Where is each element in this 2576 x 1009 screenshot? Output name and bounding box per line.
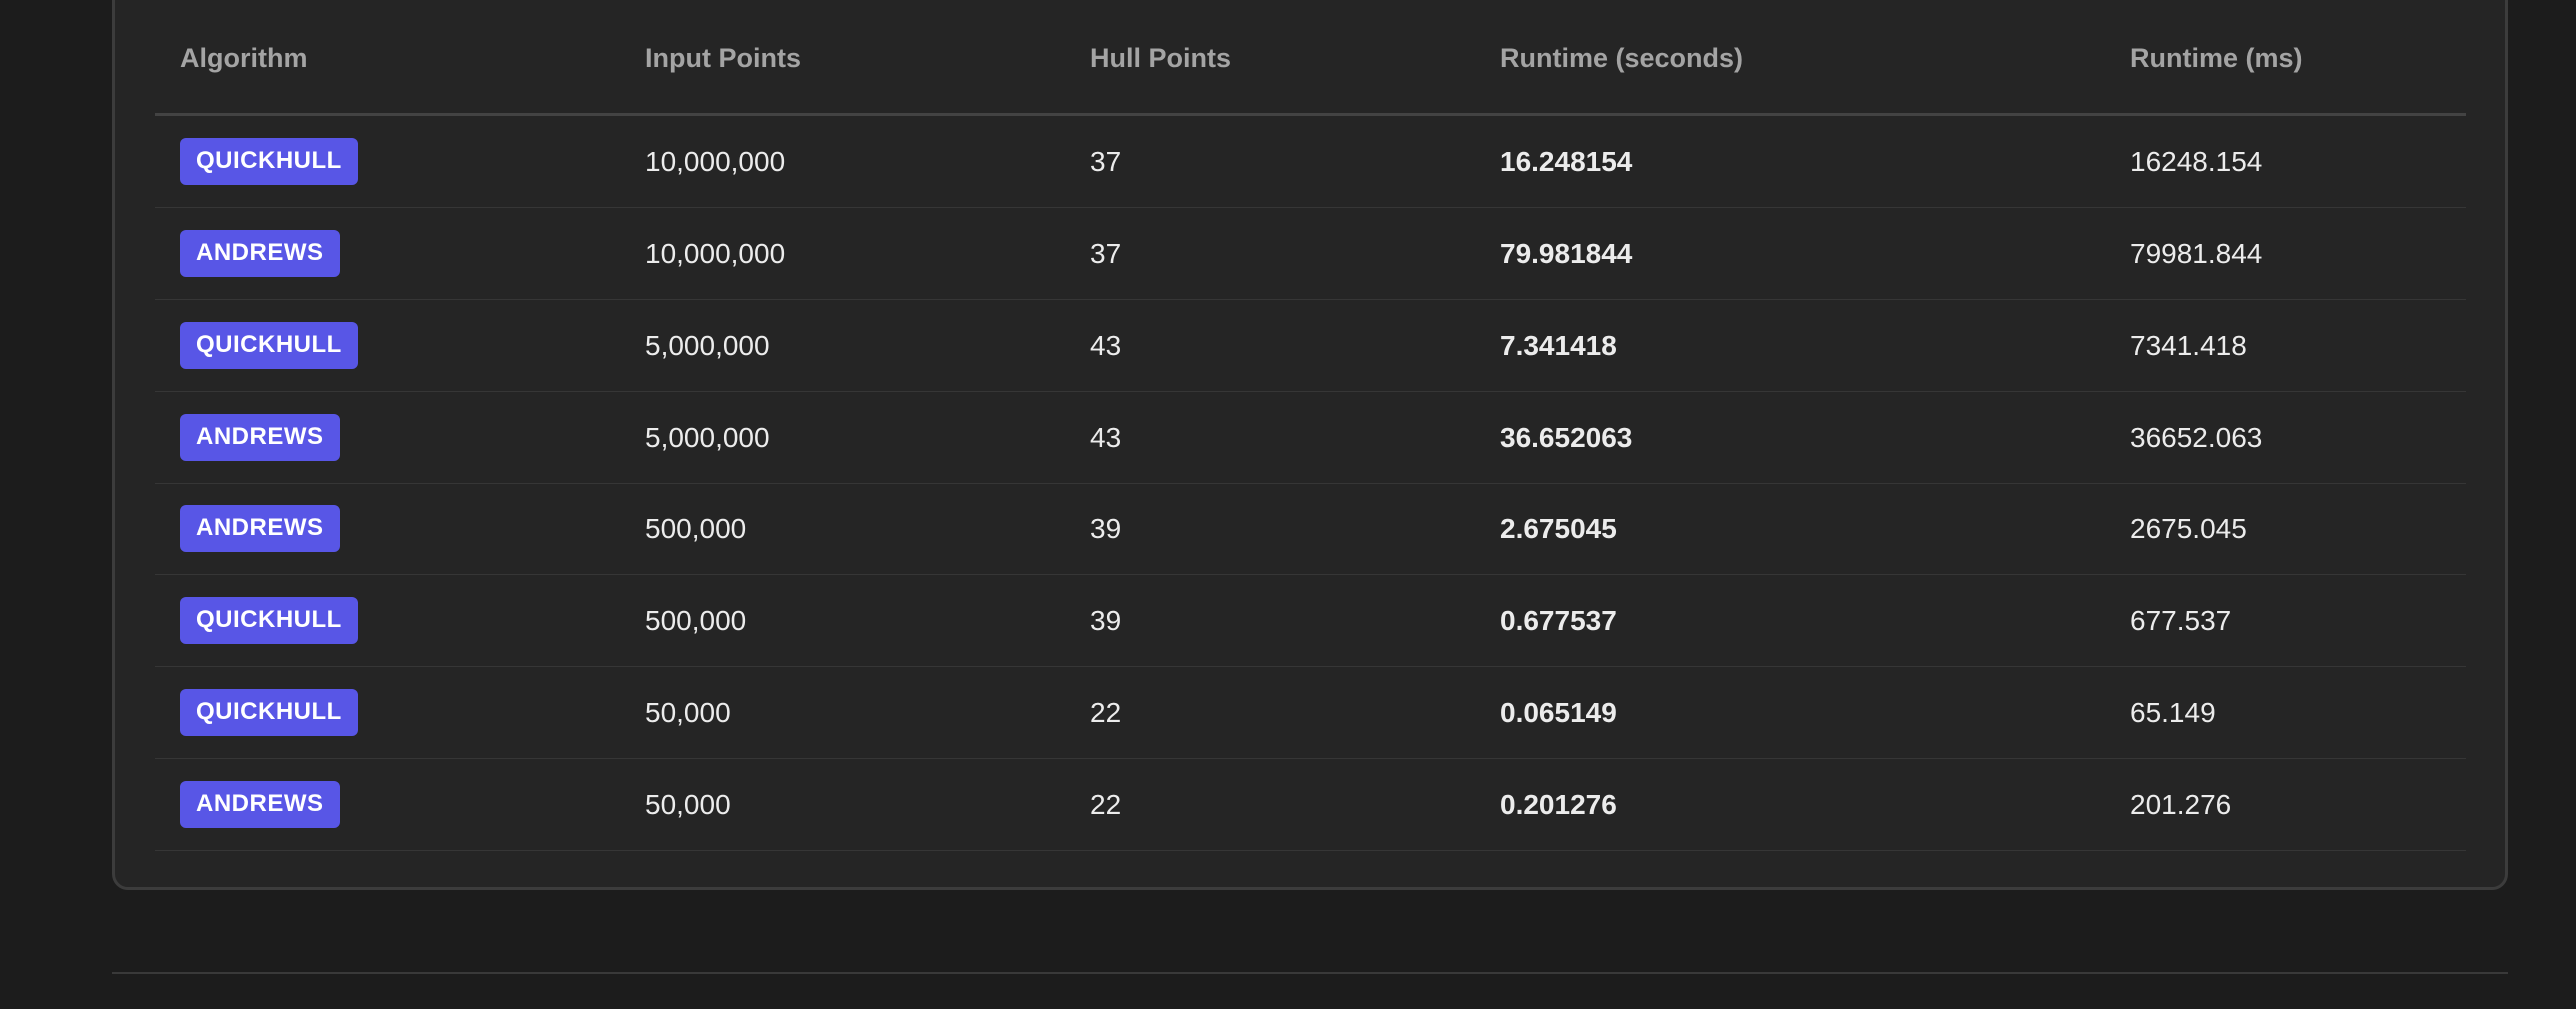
table-row: QUICKHULL 500,000 39 0.677537 677.537 <box>155 574 2466 667</box>
runtime-ms-cell: 65.149 <box>2105 666 2466 759</box>
results-card: Algorithm Input Points Hull Points Runti… <box>112 0 2508 890</box>
hull-points-cell: 22 <box>1065 758 1475 851</box>
table-header-row: Algorithm Input Points Hull Points Runti… <box>155 3 2466 116</box>
algorithm-badge: ANDREWS <box>180 781 340 828</box>
runtime-ms-cell: 7341.418 <box>2105 299 2466 392</box>
runtime-seconds-cell: 36.652063 <box>1475 391 2105 484</box>
runtime-ms-cell: 79981.844 <box>2105 207 2466 300</box>
table-row: ANDREWS 10,000,000 37 79.981844 79981.84… <box>155 207 2466 300</box>
algorithm-cell: ANDREWS <box>155 391 621 484</box>
algorithm-cell: QUICKHULL <box>155 299 621 392</box>
hull-points-cell: 39 <box>1065 483 1475 575</box>
input-points-cell: 50,000 <box>621 758 1065 851</box>
algorithm-cell: ANDREWS <box>155 207 621 300</box>
runtime-seconds-cell: 7.341418 <box>1475 299 2105 392</box>
hull-points-cell: 43 <box>1065 391 1475 484</box>
algorithm-badge: ANDREWS <box>180 230 340 277</box>
input-points-cell: 5,000,000 <box>621 391 1065 484</box>
column-header-input-points: Input Points <box>621 3 1065 116</box>
input-points-cell: 5,000,000 <box>621 299 1065 392</box>
input-points-cell: 50,000 <box>621 666 1065 759</box>
hull-points-cell: 43 <box>1065 299 1475 392</box>
input-points-cell: 10,000,000 <box>621 114 1065 208</box>
algorithm-cell: ANDREWS <box>155 758 621 851</box>
input-points-cell: 500,000 <box>621 574 1065 667</box>
runtime-seconds-cell: 79.981844 <box>1475 207 2105 300</box>
column-header-hull-points: Hull Points <box>1065 3 1475 116</box>
column-header-runtime-seconds: Runtime (seconds) <box>1475 3 2105 116</box>
runtime-ms-cell: 677.537 <box>2105 574 2466 667</box>
algorithm-badge: QUICKHULL <box>180 689 358 736</box>
runtime-ms-cell: 16248.154 <box>2105 114 2466 208</box>
table-row: QUICKHULL 5,000,000 43 7.341418 7341.418 <box>155 299 2466 392</box>
input-points-cell: 10,000,000 <box>621 207 1065 300</box>
algorithm-badge: QUICKHULL <box>180 597 358 644</box>
algorithm-cell: ANDREWS <box>155 483 621 575</box>
algorithm-cell: QUICKHULL <box>155 666 621 759</box>
footer-divider <box>112 972 2508 974</box>
runtime-ms-cell: 2675.045 <box>2105 483 2466 575</box>
hull-points-cell: 37 <box>1065 114 1475 208</box>
hull-points-cell: 39 <box>1065 574 1475 667</box>
runtime-seconds-cell: 0.201276 <box>1475 758 2105 851</box>
algorithm-badge: QUICKHULL <box>180 138 358 185</box>
table-row: QUICKHULL 50,000 22 0.065149 65.149 <box>155 666 2466 759</box>
results-table: Algorithm Input Points Hull Points Runti… <box>155 3 2466 851</box>
algorithm-badge: ANDREWS <box>180 414 340 461</box>
input-points-cell: 500,000 <box>621 483 1065 575</box>
algorithm-cell: QUICKHULL <box>155 114 621 208</box>
algorithm-badge: QUICKHULL <box>180 322 358 369</box>
runtime-seconds-cell: 2.675045 <box>1475 483 2105 575</box>
table-row: ANDREWS 500,000 39 2.675045 2675.045 <box>155 483 2466 575</box>
algorithm-badge: ANDREWS <box>180 505 340 552</box>
column-header-runtime-ms: Runtime (ms) <box>2105 3 2466 116</box>
hull-points-cell: 37 <box>1065 207 1475 300</box>
table-row: ANDREWS 5,000,000 43 36.652063 36652.063 <box>155 391 2466 484</box>
runtime-seconds-cell: 0.065149 <box>1475 666 2105 759</box>
runtime-seconds-cell: 0.677537 <box>1475 574 2105 667</box>
column-header-algorithm: Algorithm <box>155 3 621 116</box>
runtime-seconds-cell: 16.248154 <box>1475 114 2105 208</box>
table-row: ANDREWS 50,000 22 0.201276 201.276 <box>155 758 2466 851</box>
algorithm-cell: QUICKHULL <box>155 574 621 667</box>
hull-points-cell: 22 <box>1065 666 1475 759</box>
table-row: QUICKHULL 10,000,000 37 16.248154 16248.… <box>155 114 2466 208</box>
runtime-ms-cell: 36652.063 <box>2105 391 2466 484</box>
runtime-ms-cell: 201.276 <box>2105 758 2466 851</box>
